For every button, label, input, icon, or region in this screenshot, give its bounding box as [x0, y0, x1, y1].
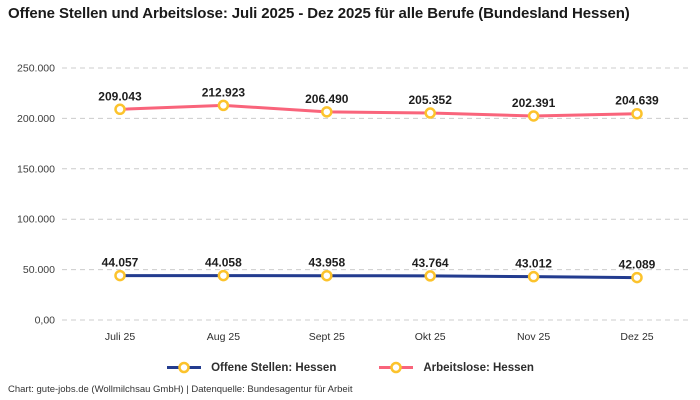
- data-point-marker[interactable]: [217, 269, 230, 282]
- data-point-label: 43.012: [515, 257, 552, 271]
- y-axis-tick-label: 100.000: [17, 214, 55, 226]
- data-point-label: 204.639: [615, 94, 659, 108]
- data-point-marker[interactable]: [527, 270, 540, 283]
- data-point-label: 206.490: [305, 92, 349, 106]
- x-axis-tick-label: Okt 25: [415, 331, 446, 343]
- legend-item-offene-stellen[interactable]: Offene Stellen: Hessen: [166, 361, 336, 374]
- x-axis-tick-label: Sept 25: [309, 331, 345, 343]
- attribution-footer: Chart: gute-jobs.de (Wollmilchsau GmbH) …: [8, 384, 353, 395]
- data-point-marker[interactable]: [114, 103, 126, 116]
- x-axis-tick-label: Dez 25: [620, 331, 653, 343]
- data-point-marker[interactable]: [424, 107, 436, 119]
- data-point-marker[interactable]: [321, 106, 333, 118]
- data-point-marker[interactable]: [527, 110, 540, 122]
- data-point-marker[interactable]: [424, 270, 436, 282]
- data-point-label: 44.058: [205, 256, 242, 270]
- data-point-marker[interactable]: [631, 271, 643, 284]
- data-point-marker[interactable]: [217, 99, 230, 112]
- legend-item-arbeitslose[interactable]: Arbeitslose: Hessen: [378, 361, 534, 374]
- y-axis-tick-label: 250.000: [17, 63, 55, 75]
- x-axis-tick-label: Aug 25: [207, 331, 240, 343]
- data-point-label: 44.057: [102, 256, 139, 270]
- chart-legend: Offene Stellen: Hessen Arbeitslose: Hess…: [0, 361, 700, 374]
- x-axis-tick-label: Juli 25: [105, 331, 136, 343]
- x-axis-tick-label: Nov 25: [517, 331, 550, 343]
- legend-label: Offene Stellen: Hessen: [211, 361, 337, 374]
- legend-line-marker-icon: [167, 361, 202, 374]
- legend-label: Arbeitslose: Hessen: [423, 361, 534, 374]
- y-axis-tick-label: 150.000: [17, 163, 55, 175]
- series-line: [118, 274, 639, 280]
- legend-line-marker-icon: [379, 361, 414, 374]
- data-point-label: 212.923: [202, 85, 246, 99]
- y-axis-tick-label: 50.000: [23, 264, 55, 276]
- data-point-label: 42.089: [619, 258, 656, 272]
- data-point-label: 43.764: [412, 256, 449, 270]
- data-point-label: 202.391: [512, 96, 556, 110]
- data-point-label: 209.043: [98, 89, 142, 103]
- y-axis-tick-label: 0,00: [35, 315, 56, 327]
- data-point-marker[interactable]: [321, 269, 333, 282]
- series-line: [118, 103, 639, 118]
- data-point-label: 43.958: [308, 256, 345, 270]
- data-point-marker[interactable]: [114, 269, 126, 282]
- data-point-label: 205.352: [409, 93, 453, 107]
- chart-title: Offene Stellen und Arbeitslose: Juli 202…: [8, 5, 630, 22]
- y-axis-tick-label: 200.000: [17, 113, 55, 125]
- data-point-marker[interactable]: [631, 107, 643, 120]
